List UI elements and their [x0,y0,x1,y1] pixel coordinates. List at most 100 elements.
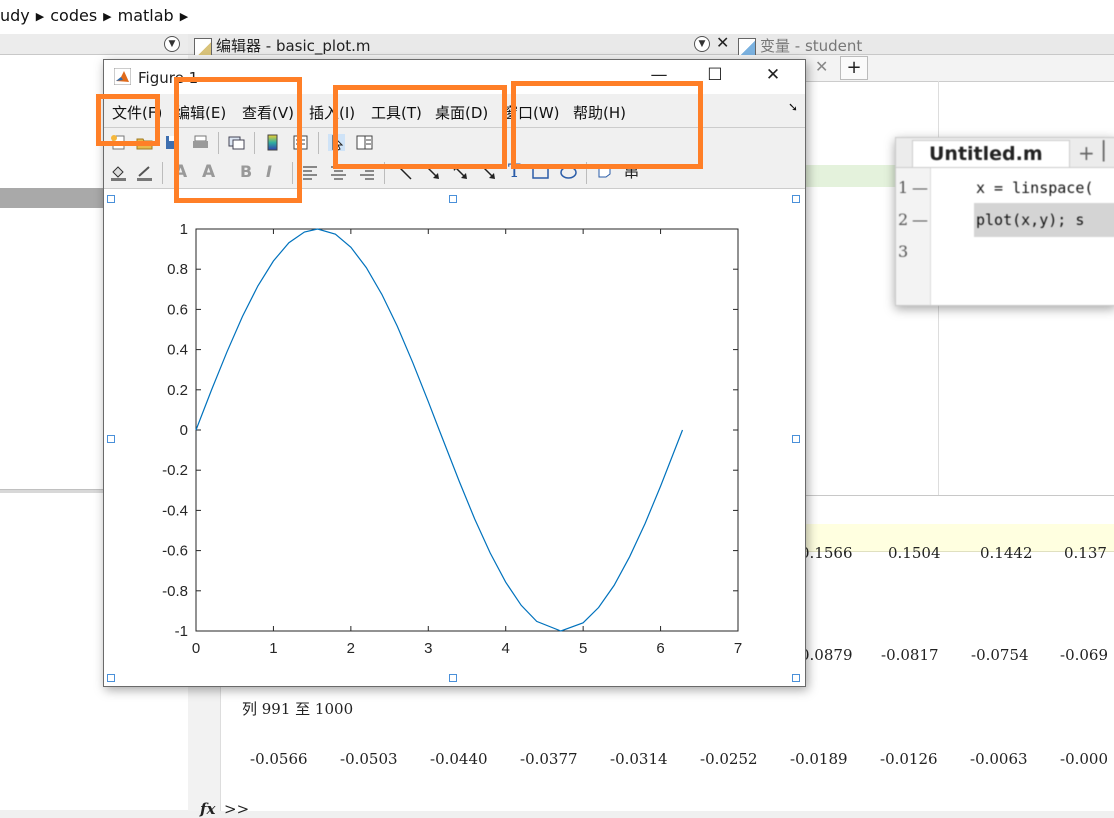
resize-handle[interactable] [107,195,115,203]
close-editor-icon[interactable]: ✕ [716,33,730,52]
menu-tools[interactable]: 工具(T) [371,104,422,122]
align-left-icon[interactable] [302,164,319,181]
menu-insert[interactable]: 插入(I) [309,104,356,122]
panel-header: ▼ [0,34,188,55]
breakpoint-dash-icon[interactable]: — [912,210,928,229]
output-value: -0.0377 [520,750,578,768]
x-tick-label: 3 [424,640,432,657]
menu-file[interactable]: 文件(F) [112,104,163,122]
close-tab-icon[interactable]: ✕ [815,57,829,76]
column-range-header: 列 991 至 1000 [242,700,354,718]
toolbar-separator [218,132,219,154]
matlab-logo-icon [114,68,131,85]
resize-handle[interactable] [449,674,457,682]
output-value: 0.1566 [800,544,853,562]
new-tab-icon[interactable]: + [840,56,868,80]
toolbar-separator [384,162,385,184]
fill-color-icon[interactable] [110,164,127,181]
plot-edit-toolbar: A A B I T 串 [104,158,805,189]
x-tick-label: 1 [269,640,277,657]
font-decrease-icon[interactable]: A [202,162,216,182]
maximize-icon[interactable]: ☐ [707,65,723,85]
output-value: -0.0503 [340,750,398,768]
output-value: -0.0314 [610,750,668,768]
y-tick-label: 1 [180,221,188,238]
toolbar-separator [318,132,319,154]
resize-handle[interactable] [792,674,800,682]
highlight-box [174,77,302,203]
bold-icon[interactable]: B [240,162,253,181]
figure-title: Figure 1 [138,69,199,87]
untitled-tab[interactable]: Untitled.m [912,140,1070,167]
colorbar-icon[interactable] [264,134,281,151]
x-tick-label: 6 [656,640,664,657]
line-number: 2 [898,210,909,229]
output-value: -0.0817 [881,646,939,664]
new-tab-icon[interactable]: + [1078,141,1095,165]
resize-handle[interactable] [107,435,115,443]
untitled-tab-strip: Untitled.m + ▏ [896,138,1114,168]
code-line[interactable]: plot(x,y); s [976,211,1085,229]
breadcrumb-item[interactable]: matlab [117,6,174,25]
y-tick-label: 0 [180,422,188,439]
function-browser-icon[interactable]: fx [200,800,216,818]
breadcrumb-bar: udy ▶ codes ▶ matlab ▶ [0,0,1114,35]
toolbar-separator [162,162,163,184]
tab-overflow-icon[interactable]: ▏ [1103,141,1114,162]
output-value: 0.0879 [800,646,853,664]
sine-plot[interactable]: 0 1 2 3 4 5 6 7 1 0.8 0.6 0.4 0.2 0 -0.2 -0.4 -0.6 -0.8 -… [104,189,805,686]
command-prompt[interactable]: >> [224,800,250,818]
line-color-icon[interactable] [136,164,153,181]
output-value: -0.0189 [790,750,848,768]
axes-ticks [195,228,739,632]
editor-tab-label: 编辑器 - basic_plot.m [216,37,371,55]
close-icon[interactable]: ✕ [765,65,781,85]
output-value: -0.0754 [971,646,1029,664]
toolbar-separator [586,162,587,184]
link-plot-icon[interactable] [228,134,245,151]
property-inspector-icon[interactable] [356,134,373,151]
code-line[interactable]: x = linspace( [976,179,1094,197]
editor-tab[interactable]: 编辑器 - basic_plot.m [194,35,371,56]
x-tick-label: 2 [347,640,355,657]
breadcrumb-item[interactable]: codes [50,6,98,25]
menu-help[interactable]: 帮助(H) [573,104,626,122]
minimize-icon[interactable]: — [650,65,668,85]
resize-handle[interactable] [107,674,115,682]
output-value: -0.000 [1060,750,1109,768]
breadcrumb-item[interactable]: udy [0,6,30,25]
breakpoint-dash-icon[interactable]: — [912,178,928,197]
breadcrumb-separator-icon: ▶ [103,10,112,23]
editor-menu-chevron-icon[interactable]: ▼ [694,36,710,52]
series-line[interactable] [195,228,684,632]
axes-box [195,228,739,632]
menu-edit[interactable]: 编辑(E) [175,104,227,122]
menu-view[interactable]: 查看(V) [242,104,294,122]
x-tick-label: 4 [502,640,510,657]
variables-tab[interactable]: 变量 - student [738,35,862,56]
panel-menu-chevron-icon[interactable]: ▼ [164,36,180,52]
resize-handle[interactable] [792,195,800,203]
menu-desktop[interactable]: 桌面(D) [435,104,489,122]
variables-tab-label: 变量 - student [760,37,863,55]
output-value: -0.0566 [250,750,308,768]
x-tick-labels: 0 1 2 3 4 5 6 7 [192,640,742,657]
panel-divider[interactable] [0,489,188,493]
highlight-box [96,94,160,146]
y-tick-label: -0.2 [162,462,188,479]
resize-handle[interactable] [792,435,800,443]
editor-titlebar: 编辑器 - basic_plot.m ▼ ✕ 变量 - student [188,33,1114,56]
output-row: 0.0879 -0.0817 -0.0754 -0.069 [188,646,1114,666]
figure-canvas[interactable]: 0 1 2 3 4 5 6 7 1 0.8 0.6 0.4 0.2 0 -0.2 -0.4 -0.6 -0.8 -… [104,189,805,686]
resize-handle[interactable] [449,195,457,203]
figure-menubar: 文件(F) 编辑(E) 查看(V) 插入(I) 工具(T) 桌面(D) 窗口(W… [104,94,805,127]
breadcrumb-separator-icon: ▶ [35,10,45,23]
italic-icon[interactable]: I [266,162,272,181]
output-value: -0.0440 [430,750,488,768]
dock-arrow-icon[interactable]: ➘ [788,100,799,114]
untitled-editor-window[interactable]: Untitled.m + ▏ 1 — 2 — 3 x = linspace( p… [895,137,1114,306]
print-icon[interactable] [192,134,209,151]
menu-window[interactable]: 窗口(W) [503,104,560,122]
output-value: -0.069 [1060,646,1109,664]
breadcrumb: udy ▶ codes ▶ matlab ▶ [0,6,194,25]
